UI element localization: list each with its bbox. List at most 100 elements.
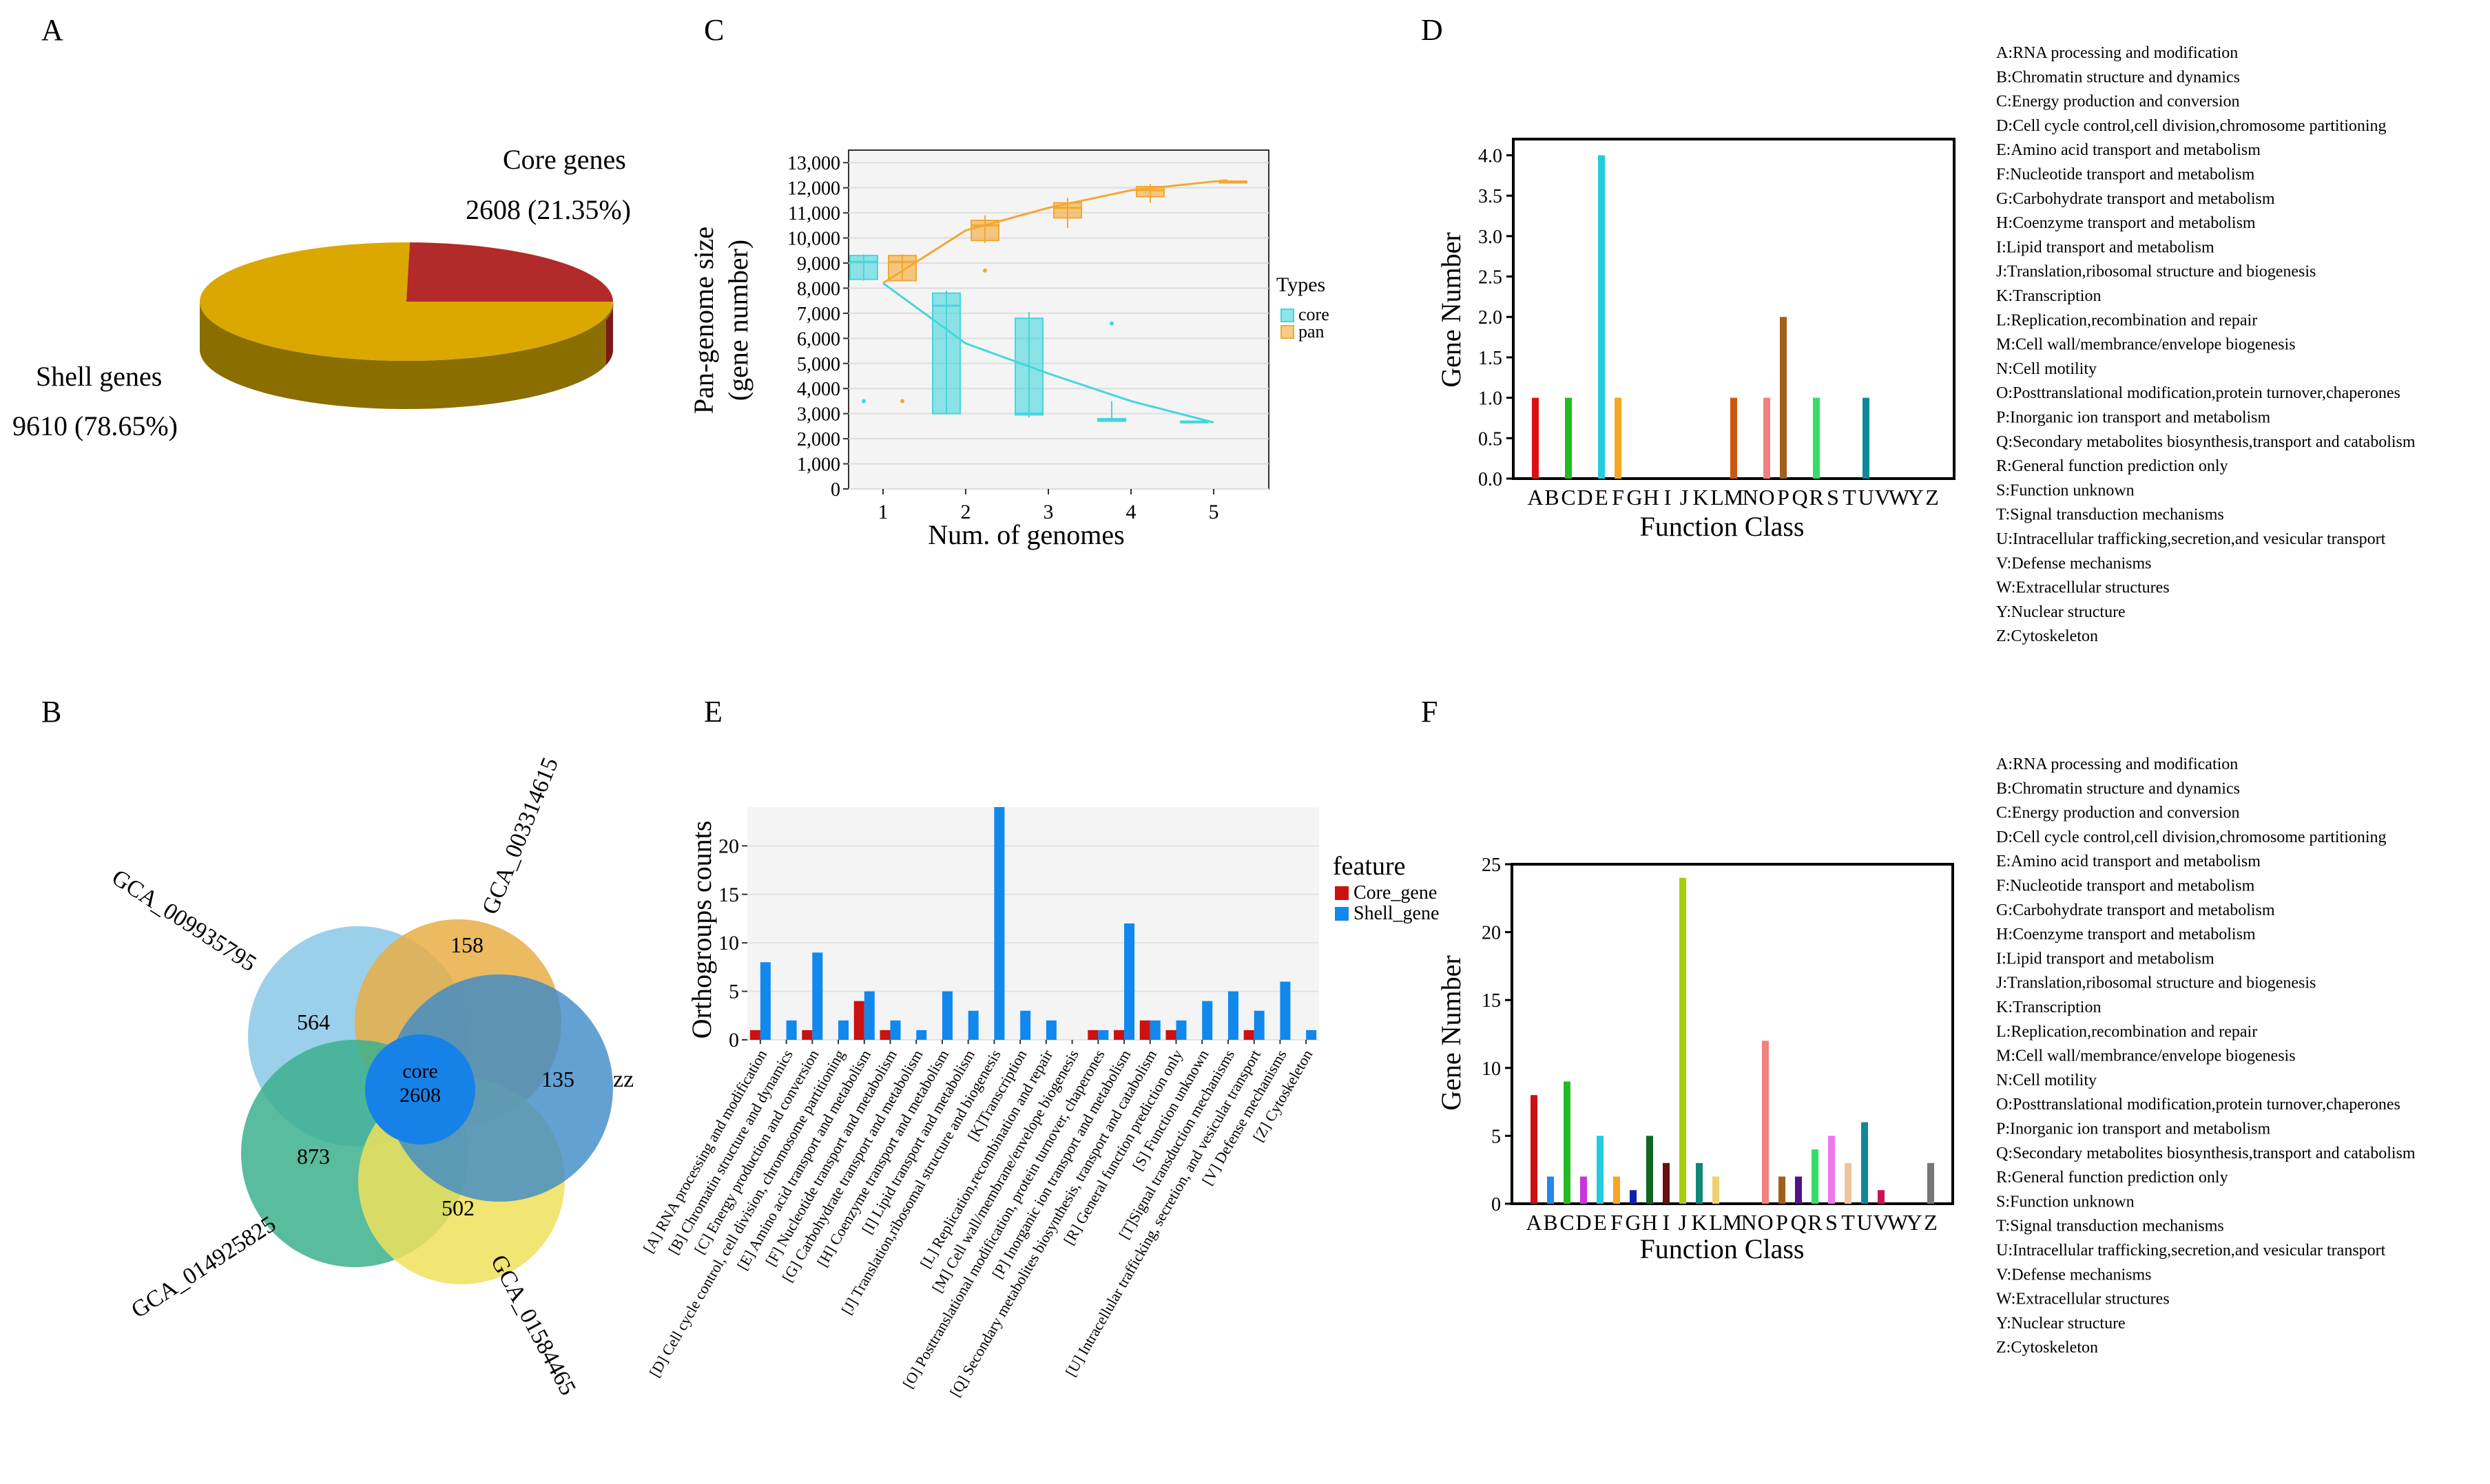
legend-line: P:Inorganic ion transport and metabolism [1996, 1120, 2270, 1138]
cog-legend-d: A:RNA processing and modification B:Chrom… [1996, 44, 2416, 645]
x-tick-label-c: 3 [1044, 501, 1054, 523]
legend-line: B:Chromatin structure and dynamics [1996, 780, 2240, 797]
y-tick-label: 2.5 [1478, 267, 1502, 289]
legend-e: feature Core_gene Shell_gene [1333, 852, 1439, 924]
legend-line: G:Carbohydrate transport and metabolism [1996, 190, 2275, 208]
legend-line: O:Posttranslational modification,protein… [1996, 1096, 2400, 1114]
x-tick-label: W [1889, 485, 1910, 510]
legend-line: V:Defense mechanisms [1996, 1266, 2151, 1284]
legend-label-core: core [1298, 304, 1329, 324]
bar-P [1778, 1176, 1785, 1204]
bar-core-gene [1139, 1020, 1150, 1040]
x-tick-label: L [1709, 1210, 1723, 1235]
legend-line: F:Nucleotide transport and metabolism [1996, 166, 2255, 184]
x-tick-label: A [1526, 1210, 1542, 1235]
venn-set-label-gca-014925825: GCA_014925825 [127, 1211, 280, 1324]
venn-set-label-gca-003314615: GCA_003314615 [477, 754, 563, 918]
bar-V [1878, 1190, 1885, 1204]
x-tick-label: F [1610, 1210, 1623, 1235]
x-tick-label: O [1757, 1210, 1773, 1235]
bar-O [1763, 397, 1770, 479]
legend-line: L:Replication,recombination and repair [1996, 1023, 2257, 1041]
bar-A [1532, 397, 1539, 479]
bar-shell-gene [786, 1020, 797, 1040]
bar-U [1863, 397, 1869, 479]
legend-line: G:Carbohydrate transport and metabolism [1996, 901, 2275, 919]
legend-line: S:Function unknown [1996, 481, 2135, 499]
shell-slice [199, 242, 613, 361]
legend-line: K:Transcription [1996, 999, 2101, 1016]
bar-shell-gene [916, 1030, 927, 1040]
x-tick-label: U [1856, 1210, 1872, 1235]
bar-O [1762, 1041, 1769, 1204]
y-tick-label-e: 15 [718, 884, 739, 906]
x-tick-label: W [1887, 1210, 1909, 1235]
bar-core-gene [802, 1030, 813, 1040]
orthogroups-chart-e: 0 5 10 15 20 [A] RNA processing and modifica… [640, 807, 1439, 1400]
function-class-chart-f: 0 5 10 15 20 25 A B C D E F G H I J K L MN O P Q R S T U VWY Z Fun… [1435, 755, 2416, 1357]
venn-count-gca-003314615: 158 [450, 932, 484, 957]
x-tick-label: G [1626, 485, 1642, 510]
x-axis-title-c: Num. of genomes [928, 519, 1125, 550]
y-tick-label-c: 1,000 [797, 454, 840, 476]
trend-line-pan [882, 179, 1228, 284]
x-tick-label: Z [1925, 485, 1939, 510]
bar-shell-gene [942, 991, 953, 1040]
y-axis-title-e: Orthogroups counts [686, 821, 717, 1039]
bar-F [1613, 1176, 1620, 1204]
bar-G [1630, 1190, 1637, 1204]
legend-line: W:Extracellular structures [1996, 1290, 2170, 1308]
x-tick-label: Q [1790, 1210, 1806, 1235]
legend-line: V:Defense mechanisms [1996, 554, 2151, 572]
x-axis-f: A B C D E F G H I J K L MN O P Q R S T U VWY Z [1526, 1210, 1937, 1235]
x-tick-label-c: 1 [878, 501, 889, 523]
bar-P [1780, 317, 1787, 479]
legend-line: M:Cell wall/membrance/envelope biogenesi… [1996, 1047, 2296, 1065]
legend-line: Y:Nuclear structure [1996, 603, 2126, 621]
legend-title-e: feature [1333, 852, 1405, 881]
bar-shell-gene [890, 1020, 901, 1040]
y-tick-label-c: 6,000 [797, 328, 840, 350]
bar-E [1597, 1136, 1604, 1204]
legend-line: T:Signal transduction mechanisms [1996, 1217, 2224, 1235]
y-axis-f: 0 5 10 15 20 25 [1482, 855, 1512, 1215]
gridlines-c [849, 162, 1269, 490]
box-core [849, 255, 878, 280]
bar-B [1547, 1176, 1554, 1204]
legend-line: Q:Secondary metabolites biosynthesis,tra… [1996, 1145, 2416, 1162]
legend-line: C:Energy production and conversion [1996, 93, 2239, 111]
y-tick-label-c: 13,000 [787, 153, 840, 174]
legend-swatch-core [1280, 309, 1294, 322]
bar-R [1812, 1149, 1818, 1204]
bar-R [1813, 397, 1820, 479]
bar-A [1531, 1095, 1537, 1204]
x-tick-label: N [1742, 485, 1758, 510]
shell-genes-value: 9610 (78.65%) [12, 410, 178, 441]
y-tick-label: 3.0 [1478, 227, 1502, 248]
x-tick-label: B [1544, 485, 1559, 510]
bar-shell-gene [1150, 1020, 1161, 1040]
outlier-core [1110, 321, 1114, 326]
legend-swatch-pan [1280, 325, 1294, 339]
core-slice-side [606, 302, 614, 365]
bar-core-gene [853, 1001, 864, 1040]
legend-line: W:Extracellular structures [1996, 579, 2170, 597]
y-axis-title-f: Gene Number [1435, 955, 1466, 1110]
y-tick-label: 4.0 [1478, 145, 1502, 167]
legend-c: Types core pan [1276, 273, 1329, 342]
series-marks-c [849, 179, 1247, 424]
bar-core-gene [749, 1030, 760, 1040]
legend-line: R:General function prediction only [1996, 1169, 2228, 1187]
y-tick-label: 2.0 [1478, 307, 1502, 328]
venn-set-label-gca-009935795: GCA_009935795 [107, 865, 261, 977]
outlier-core [862, 399, 866, 404]
x-tick-label: K [1692, 485, 1708, 510]
y-axis-c: 0 1,000 2,000 3,000 4,000 5,000 6,000 7,000 8,00… [787, 153, 849, 501]
y-tick-label-c: 0 [831, 479, 840, 501]
y-tick-label-c: 11,000 [788, 203, 840, 224]
x-axis-title-f: Function Class [1640, 1233, 1805, 1264]
bar-M [1730, 397, 1737, 479]
bar-shell-gene [760, 962, 771, 1040]
